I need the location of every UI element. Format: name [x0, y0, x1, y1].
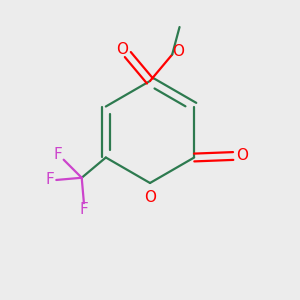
Text: O: O	[116, 42, 128, 57]
Text: O: O	[172, 44, 184, 59]
Text: F: F	[54, 147, 63, 162]
Text: F: F	[80, 202, 88, 217]
Text: O: O	[144, 190, 156, 205]
Text: F: F	[45, 172, 54, 188]
Text: O: O	[236, 148, 248, 164]
